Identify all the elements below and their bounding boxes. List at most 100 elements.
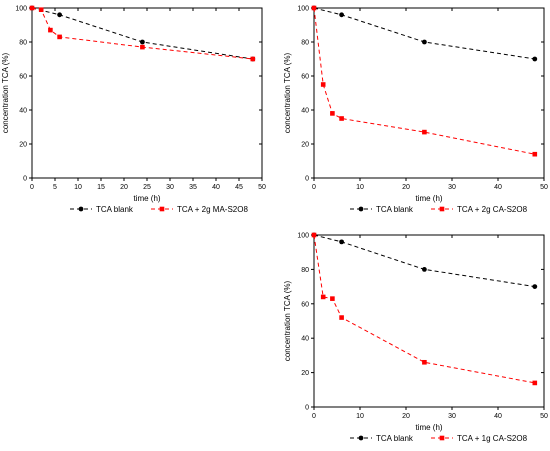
data-point (140, 44, 145, 50)
data-point (29, 5, 35, 11)
data-point (532, 380, 538, 386)
x-tick-label: 10 (74, 184, 82, 191)
series-blank (29, 5, 256, 62)
x-tick-label: 30 (448, 413, 456, 420)
data-point (330, 111, 335, 116)
x-tick-label: 20 (120, 184, 128, 191)
y-tick-label: 0 (23, 176, 27, 183)
x-tick-label: 30 (448, 184, 456, 191)
y-tick-label: 20 (301, 142, 309, 149)
data-point (140, 39, 145, 45)
x-tick-label: 35 (189, 184, 197, 191)
data-point (320, 82, 326, 87)
legend-label: TCA blank (96, 205, 134, 214)
y-tick-label: 40 (301, 336, 309, 343)
data-point (339, 239, 344, 245)
data-point (422, 359, 427, 365)
y-tick-label: 40 (301, 108, 309, 115)
x-tick-label: 50 (540, 413, 548, 420)
x-tick-label: 40 (212, 184, 220, 191)
series-line (313, 234, 535, 384)
x-tick-label: 50 (540, 184, 548, 191)
x-tick-label: 50 (258, 184, 266, 191)
legend-marker (439, 206, 445, 212)
data-point (339, 315, 344, 320)
y-tick-label: 60 (301, 74, 309, 81)
data-point (422, 129, 427, 135)
x-tick-label: 20 (402, 413, 410, 420)
x-axis-label: time (h) (133, 194, 160, 203)
x-tick-label: 45 (235, 184, 243, 191)
legend-marker (439, 435, 445, 441)
x-tick-label: 20 (402, 184, 410, 191)
chart-2: 0 10 20 30 40 50 0 20 40 60 80 100 time (h) concentra… (283, 6, 548, 215)
data-point (422, 267, 427, 272)
x-tick-label: 0 (312, 184, 316, 191)
x-tick-label: 10 (356, 413, 364, 420)
x-tick-label: 40 (494, 184, 502, 191)
legend-marker (78, 206, 84, 212)
x-axis-label: time (h) (415, 423, 442, 432)
x-tick-label: 25 (143, 184, 151, 191)
x-tick-label: 40 (494, 413, 502, 420)
y-tick-label: 20 (301, 370, 309, 377)
data-point (57, 34, 62, 40)
y-tick-label: 60 (19, 74, 27, 81)
chart-3: 0 10 20 30 40 50 0 20 40 60 80 100 time (h) concentra… (283, 233, 548, 444)
data-point (532, 284, 538, 289)
data-point (57, 12, 62, 18)
data-point (250, 56, 256, 62)
y-axis-label: concentration TCA (%) (283, 53, 292, 134)
y-axis-label: concentration TCA (%) (283, 281, 292, 362)
legend-label: TCA + 2g MA-S2O8 (177, 205, 248, 214)
data-point (48, 27, 53, 33)
data-point (339, 12, 344, 18)
data-point (311, 5, 317, 11)
series-line (313, 234, 535, 288)
plot-frame (313, 234, 545, 408)
series-line (313, 7, 535, 155)
legend: TCA blank TCA + 2g MA-S2O8 (70, 205, 248, 214)
y-tick-label: 80 (301, 40, 309, 47)
x-tick-label: 5 (53, 184, 57, 191)
y-tick-label: 60 (301, 301, 309, 308)
data-point (320, 294, 326, 300)
x-tick-label: 15 (97, 184, 105, 191)
legend-label: TCA blank (376, 434, 414, 443)
data-point (311, 232, 317, 238)
series-treatment (311, 5, 538, 157)
data-point (422, 39, 427, 45)
series-line (313, 7, 535, 60)
data-point (339, 116, 344, 121)
legend: TCA blank TCA + 2g CA-S2O8 (350, 205, 528, 214)
y-tick-label: 0 (305, 176, 309, 183)
data-point (330, 296, 335, 301)
y-tick-label: 100 (297, 233, 309, 240)
series-blank (311, 5, 538, 62)
y-axis-label: concentration TCA (%) (1, 53, 10, 134)
legend-label: TCA + 1g CA-S2O8 (457, 434, 528, 443)
y-tick-label: 0 (305, 405, 309, 412)
y-tick-label: 20 (19, 142, 27, 149)
legend-label: TCA blank (376, 205, 414, 214)
x-axis-label: time (h) (415, 194, 442, 203)
x-tick-label: 10 (356, 184, 364, 191)
y-tick-label: 100 (297, 6, 309, 13)
series-treatment (311, 232, 538, 386)
legend: TCA blank TCA + 1g CA-S2O8 (350, 434, 528, 443)
series-blank (311, 232, 538, 289)
legend-marker (358, 206, 364, 212)
y-tick-label: 100 (15, 6, 27, 13)
y-tick-label: 40 (19, 108, 27, 115)
legend-marker (159, 206, 165, 212)
plot-frame (31, 7, 263, 179)
series-line (31, 7, 253, 60)
series-treatment (29, 5, 256, 62)
series-line (31, 7, 253, 60)
y-tick-label: 80 (301, 267, 309, 274)
data-point (38, 7, 44, 12)
x-tick-label: 30 (166, 184, 174, 191)
chart-1: 0 5 10 15 20 25 30 35 40 45 50 0 20 40 60 80 100 time (h)… (1, 6, 266, 215)
x-tick-label: 0 (312, 413, 316, 420)
